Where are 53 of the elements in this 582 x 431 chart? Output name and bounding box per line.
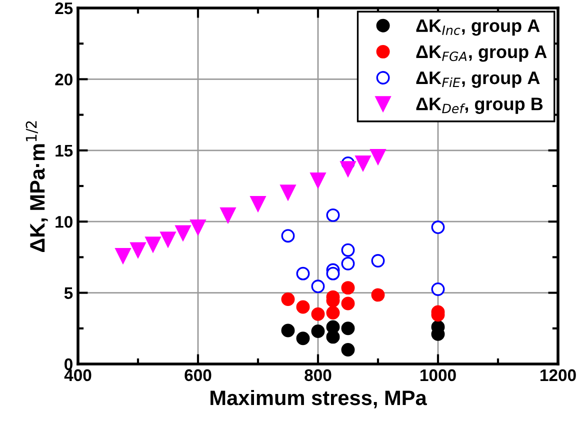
point [296,332,310,346]
point [341,281,355,295]
point [341,296,355,310]
point [431,282,445,296]
point [281,324,295,338]
legend-label: ΔK$_{FGA}$, group A [416,46,547,62]
point [326,306,340,320]
y-tick-label: 15 [56,144,73,157]
legend-label: ΔK$_{FiE}$, group A [416,72,540,88]
legend-label: ΔK$_{Def}$, group B [416,98,543,114]
y-tick-label: 0 [64,358,72,370]
point [341,322,355,336]
point [326,330,340,344]
point [250,196,266,212]
point [341,243,355,257]
point [431,220,445,234]
point [340,161,356,177]
y-tick-label: 20 [55,74,72,86]
point [115,248,131,264]
point [370,149,386,165]
point [311,280,325,294]
y-tick-label: 10 [56,216,72,228]
point [296,300,310,314]
point [371,254,385,268]
point [341,343,355,356]
point [355,155,371,171]
y-axis-title: ΔK, MPa·m$^{1/2}$ [26,121,48,252]
point [145,236,161,252]
point [160,232,176,248]
point [280,184,296,200]
point [371,288,385,302]
point [296,266,310,280]
point [281,229,295,243]
point [190,220,206,236]
point [326,208,340,222]
legend-label: ΔK$_{Inc}$, group A [416,19,540,36]
x-tick-label: 800 [304,369,332,382]
point [220,207,236,223]
x-tick-label: 1200 [540,369,576,382]
point [310,172,326,188]
x-tick-label: 400 [64,369,92,382]
x-axis-title: Maximum stress, MPa [210,390,427,408]
point [326,266,340,280]
x-tick-label: 600 [184,369,212,382]
x-tick-label: 1000 [420,369,456,382]
point [175,225,191,241]
point [281,292,295,306]
point [311,307,325,321]
y-tick-label: 25 [55,2,73,14]
point [311,324,325,338]
point [130,242,146,258]
y-tick-label: 5 [64,287,73,300]
point [341,256,355,270]
